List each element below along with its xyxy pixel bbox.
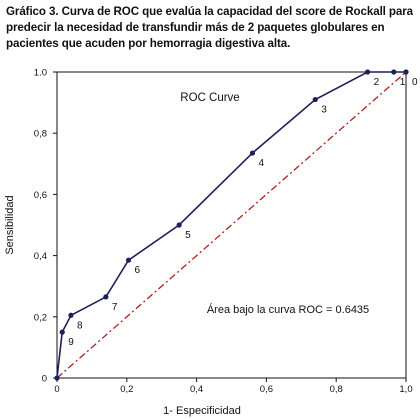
roc-point-label: 9 bbox=[68, 337, 74, 348]
roc-point-label: 3 bbox=[321, 105, 327, 116]
y-tick-label: 0,4 bbox=[34, 251, 47, 262]
reference-diagonal bbox=[56, 71, 407, 379]
reference-line bbox=[56, 71, 407, 379]
roc-point-label: 5 bbox=[185, 230, 191, 241]
roc-point bbox=[54, 375, 60, 381]
roc-point bbox=[312, 96, 318, 103]
x-tick-label: 1,0 bbox=[399, 384, 412, 395]
chart-title: ROC Curve bbox=[180, 92, 239, 104]
caption-line-1: Gráfico 3. Curva de ROC que evalúa la ca… bbox=[6, 5, 414, 18]
x-tick-label: 0,6 bbox=[260, 384, 273, 395]
roc-point-label: 0 bbox=[412, 77, 418, 88]
chart-axes bbox=[56, 71, 407, 379]
roc-point bbox=[103, 294, 109, 300]
roc-point bbox=[403, 69, 409, 75]
roc-series: 98 7 6 5 4 3 2 1 0 bbox=[54, 69, 418, 381]
x-axis-title: 1- Especificidad bbox=[163, 405, 241, 417]
roc-point bbox=[68, 312, 74, 318]
caption-line-3: pacientes que acuden por hemorragia dige… bbox=[6, 37, 291, 50]
caption-line-2: predecir la necesidad de transfundir más… bbox=[6, 21, 385, 34]
roc-point-label: 7 bbox=[112, 302, 118, 313]
roc-point bbox=[391, 69, 397, 75]
chart-ticks: 0 0,2 0,4 0,6 0,8 1,0 0 0,2 0,4 0,6 0,8 1.0 bbox=[34, 68, 413, 396]
roc-point bbox=[59, 329, 65, 335]
roc-point bbox=[249, 150, 256, 156]
y-tick-label: 0,8 bbox=[34, 129, 47, 140]
roc-point-label: 2 bbox=[374, 77, 380, 88]
roc-point bbox=[176, 222, 182, 228]
y-tick-label: 0 bbox=[42, 374, 47, 385]
auc-annotation: Área bajo la curva ROC = 0.6435 bbox=[207, 303, 369, 316]
roc-point bbox=[365, 69, 371, 75]
roc-point-label: 6 bbox=[135, 265, 141, 276]
x-tick-label: 0,4 bbox=[190, 384, 203, 395]
y-axis-title: Sensibilidad bbox=[4, 195, 16, 254]
roc-point-label: 1 bbox=[400, 77, 406, 88]
y-tick-label: 0,6 bbox=[34, 190, 47, 201]
roc-point bbox=[125, 257, 132, 263]
x-tick-label: 0,2 bbox=[120, 384, 133, 395]
y-tick-label: 0,2 bbox=[34, 312, 47, 323]
figure-caption: Gráfico 3. Curva de ROC que evalúa la ca… bbox=[6, 4, 416, 52]
x-tick-label: 0 bbox=[54, 384, 59, 395]
roc-point-label: 8 bbox=[77, 320, 83, 331]
roc-point-label: 4 bbox=[258, 158, 264, 169]
y-tick-label: 1.0 bbox=[34, 68, 47, 79]
x-tick-label: 0,8 bbox=[330, 384, 343, 395]
